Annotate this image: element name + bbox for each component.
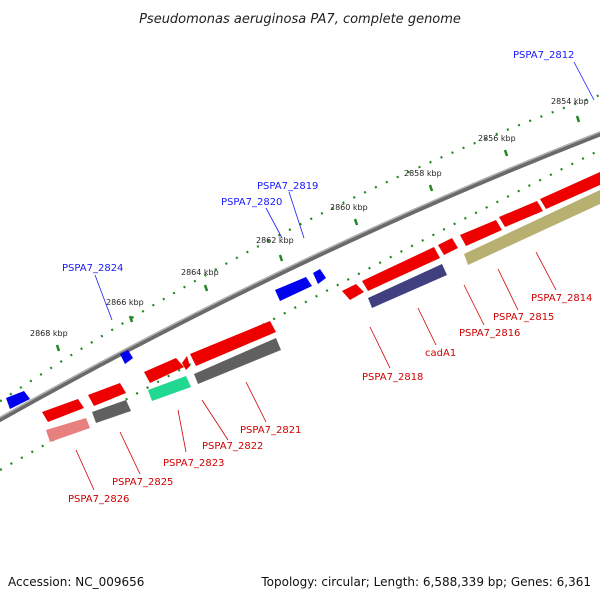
major-tick <box>503 149 509 157</box>
gene-label[interactable]: PSPA7_2822 <box>202 441 263 452</box>
leader-line <box>535 251 557 291</box>
major-tick <box>128 315 134 323</box>
leader-line <box>75 449 95 491</box>
gene-PSPA7_2816[interactable] <box>438 238 458 255</box>
reverse-labels: PSPA7_2814 PSPA7_2815 PSPA7_2816 cadA1 P… <box>68 293 592 505</box>
forward-labels: PSPA7_2812 PSPA7_2819 PSPA7_2820 PSPA7_2… <box>62 50 574 274</box>
tick-label: 2864 kbp <box>181 268 219 277</box>
reverse-genes <box>42 172 600 422</box>
leader-line <box>94 274 113 321</box>
leader-line <box>177 409 187 453</box>
major-tick <box>575 115 581 123</box>
major-tick <box>353 218 359 226</box>
feature-olive[interactable] <box>464 190 600 265</box>
gene-PSPA7_2814[interactable] <box>499 201 543 227</box>
feature-pink[interactable] <box>46 418 90 442</box>
leader-line <box>463 284 485 326</box>
tick-label: 2854 kbp <box>551 97 589 106</box>
gene-label[interactable]: PSPA7_2815 <box>493 312 554 323</box>
gene-label[interactable]: PSPA7_2812 <box>513 50 574 61</box>
inner-tick-track <box>0 149 600 471</box>
backbone-highlight <box>0 131 600 419</box>
forward-leaders <box>94 61 595 321</box>
map-title: Pseudomonas aeruginosa PA7, complete gen… <box>139 12 461 27</box>
gene-PSPA7_2815[interactable] <box>460 220 502 246</box>
gene-forward[interactable] <box>6 391 30 409</box>
gene-PSPA7_2823[interactable] <box>144 358 184 383</box>
major-tick <box>428 184 434 192</box>
major-ticks <box>55 115 581 352</box>
tick-label: 2858 kbp <box>404 169 442 178</box>
leader-line <box>497 268 519 311</box>
leader-line <box>245 381 267 423</box>
gene-PSPA7_2819[interactable] <box>313 269 326 284</box>
major-tick <box>278 254 284 262</box>
gene-label[interactable]: PSPA7_2825 <box>112 477 173 488</box>
reverse-leaders <box>75 251 557 491</box>
tick-label: 2866 kbp <box>106 298 144 307</box>
feature-teal[interactable] <box>148 376 191 401</box>
tick-label: 2862 kbp <box>256 236 294 245</box>
major-tick <box>203 284 209 292</box>
leader-line <box>288 191 305 239</box>
gene-label[interactable]: PSPA7_2820 <box>221 197 282 208</box>
gene-label[interactable]: PSPA7_2818 <box>362 372 423 383</box>
gene-label[interactable]: PSPA7_2826 <box>68 494 129 505</box>
topology-text: Topology: circular; Length: 6,588,339 bp… <box>260 575 591 589</box>
gene-label[interactable]: PSPA7_2823 <box>163 458 224 469</box>
accession-text: Accession: NC_009656 <box>8 575 144 589</box>
feature-gray[interactable] <box>92 400 131 423</box>
leader-line <box>573 61 595 101</box>
leader-line <box>119 431 141 475</box>
gene-label[interactable]: PSPA7_2819 <box>257 181 318 192</box>
gene-label[interactable]: cadA1 <box>425 348 456 359</box>
tick-label: 2856 kbp <box>478 134 516 143</box>
genome-backbone <box>0 131 600 423</box>
gene-label[interactable]: PSPA7_2814 <box>531 293 592 304</box>
tick-labels: 2854 kbp 2856 kbp 2858 kbp 2860 kbp 2862… <box>30 97 589 338</box>
tick-label: 2868 kbp <box>30 329 68 338</box>
leader-line <box>369 326 391 369</box>
gene-PSPA7_2818[interactable] <box>342 284 364 300</box>
gene-PSPA7_2822[interactable] <box>182 356 190 370</box>
leader-line <box>417 307 437 346</box>
gene-label[interactable]: PSPA7_2816 <box>459 328 520 339</box>
tick-label: 2860 kbp <box>330 203 368 212</box>
inner-minor-ticks <box>0 149 600 471</box>
gene-PSPA7_2820[interactable] <box>275 277 312 301</box>
leader-line <box>201 399 229 441</box>
feature-navy[interactable] <box>368 264 447 308</box>
gene-cadA1[interactable] <box>362 247 440 291</box>
gene-label[interactable]: PSPA7_2821 <box>240 425 301 436</box>
gene-forward[interactable] <box>120 350 133 364</box>
feature-gray-long[interactable] <box>194 338 281 384</box>
gene-PSPA7_2821[interactable] <box>190 321 276 366</box>
gene-PSPA7_2825[interactable] <box>88 383 126 406</box>
gene-label[interactable]: PSPA7_2824 <box>62 263 123 274</box>
leader-line <box>265 207 283 239</box>
gene-PSPA7_2826[interactable] <box>42 399 84 422</box>
gene-reverse[interactable] <box>540 172 600 209</box>
forward-genes <box>6 269 326 409</box>
feature-blocks <box>46 190 600 442</box>
major-tick <box>55 344 61 352</box>
